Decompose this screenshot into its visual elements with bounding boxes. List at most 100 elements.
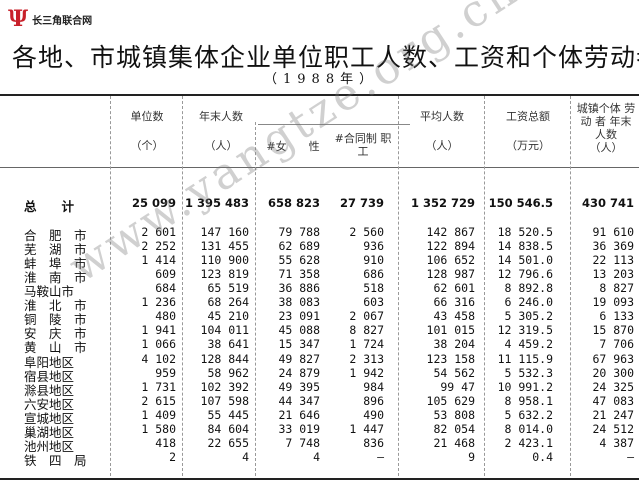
table-cell: 5 305.2 [504,309,553,324]
header-rule [0,167,639,168]
table-cell: 91 610 [592,225,634,239]
table-cell: 9 [468,449,475,464]
row-label: 阜阳地区 [24,354,75,370]
table-cell: 480 [155,309,176,324]
table-cell: — [377,449,384,464]
site-logo[interactable]: Ψ 长三角联合网 [8,8,92,30]
table-cell: 1 731 [141,379,176,394]
header-unit: （万元） [506,139,550,152]
table-cell: 38 641 [207,337,249,352]
header-label: 单位数 [130,110,164,123]
table-cell: 68 264 [207,295,249,310]
row-label: 马鞍山市 [24,284,75,300]
table-cell: 49 395 [278,379,320,394]
table-cell: 984 [363,379,384,394]
table-cell: — [627,449,634,464]
row-label: 芜 湖 市 [24,242,87,258]
row-label: 六安地区 [24,396,75,412]
table-cell: 110 900 [200,253,249,268]
header-wages: 工资总额 （万元） [486,110,570,152]
table-cell: 1 447 [349,421,384,436]
table-cell: 2 601 [141,225,176,239]
total-cell: 658 823 [267,196,320,210]
table-cell: 936 [363,239,384,254]
page-title: 各地、市城镇集体企业单位职工人数、工资和个体劳动者 [12,43,639,72]
table-cell: 53 808 [433,407,475,422]
table-cell: 7 748 [285,435,320,450]
table-cell: 24 879 [278,365,320,380]
table-cell: 65 519 [207,281,249,296]
table-cell: 6 246.0 [504,295,553,310]
table-cell: 8 827 [349,323,384,338]
total-cell: 27 739 [339,196,384,210]
table-cell: 4 [313,449,320,464]
table-cell: 12 796.6 [497,267,553,282]
header-unit: （个） [130,139,164,152]
table-cell: 45 088 [278,323,320,338]
table-cell: 123 819 [200,267,249,282]
row-label: 铁 四 局 [24,452,87,468]
table-cell: 128 844 [200,351,249,366]
table-cell: 33 019 [278,421,320,436]
table-cell: 4 459.2 [504,337,553,352]
table-cell: 1 580 [141,421,176,436]
table-cell: 22 655 [207,435,249,450]
table-cell: 14 838.5 [497,239,553,254]
row-label: 巢湖地区 [24,424,75,440]
row-label: 淮 北 市 [24,298,87,314]
psi-logo-icon: Ψ [8,6,29,32]
total-cell: 150 546.5 [488,196,553,210]
header-unit: （人） [425,139,459,152]
table-cell: 2 [169,449,176,464]
table-cell: 20 300 [592,365,634,380]
table-cell: 36 886 [278,281,320,296]
table-cell: 105 629 [426,393,475,408]
column-divider [398,96,399,476]
table-cell: 47 083 [592,393,634,408]
total-cell: 430 741 [581,196,634,210]
row-label: 蚌 埠 市 [24,256,87,272]
table-cell: 66 316 [433,295,475,310]
header-unit: （人） [589,141,623,154]
table-cell: 836 [363,435,384,450]
table-cell: 62 689 [278,239,320,254]
table-cell: 4 [242,449,249,464]
table-cell: 21 646 [278,407,320,422]
bottom-rule [0,478,639,480]
table-cell: 4 387 [599,435,634,450]
table-cell: 21 247 [592,407,634,422]
table-cell: 7 706 [599,337,634,352]
table-cell: 910 [363,253,384,268]
table-cell: 55 445 [207,407,249,422]
table-cell: 22 113 [592,253,634,268]
table-cell: 101 015 [426,323,475,338]
column-divider [182,96,183,476]
column-divider [110,96,111,476]
table-cell: 67 963 [592,351,634,366]
table-cell: 1 724 [349,337,384,352]
table-cell: 106 652 [426,253,475,268]
row-label: 宣城地区 [24,410,75,426]
table-cell: 684 [155,281,176,296]
table-cell: 1 941 [141,323,176,338]
table-cell: 896 [363,393,384,408]
header-label: 平均人数 [420,110,464,123]
table-cell: 49 827 [278,351,320,366]
table-cell: 45 210 [207,309,249,324]
table-cell: 128 987 [426,267,475,282]
table-cell: 12 319.5 [497,323,553,338]
table-cell: 54 562 [433,365,475,380]
header-label: 城镇个体 劳 动 者 年末人数 [576,102,636,141]
year-subtitle: （1988年） [264,72,379,87]
row-label: 合 肥 市 [24,228,87,243]
logo-text: 长三角联合网 [32,15,93,27]
table-cell: 2 252 [141,239,176,254]
header-label: 工资总额 [506,110,550,123]
header-individual: 城镇个体 劳 动 者 年末人数 （人） [576,102,636,154]
table-cell: 1 236 [141,295,176,310]
table-cell: 21 468 [433,435,475,450]
header-label: 年末人数 [199,110,243,123]
row-label: 淮 南 市 [24,270,87,286]
table-cell: 609 [155,267,176,282]
table-cell: 24 325 [592,379,634,394]
